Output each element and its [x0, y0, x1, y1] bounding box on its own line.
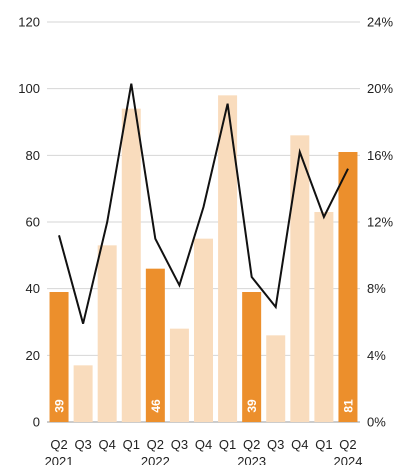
bar [266, 335, 286, 422]
x-year-label: 2022 [141, 454, 170, 465]
y-tick-label-right: 4% [367, 348, 386, 363]
y-tick-label-left: 120 [18, 15, 40, 30]
x-year-label: 2024 [334, 454, 363, 465]
bar-value-label: 39 [53, 399, 67, 413]
x-tick-label: Q1 [315, 437, 332, 452]
bar-value-label: 39 [245, 399, 259, 413]
bar [338, 152, 358, 422]
bar [145, 268, 165, 422]
bar [218, 95, 238, 422]
x-tick-label: Q3 [171, 437, 188, 452]
y-tick-label-right: 8% [367, 281, 386, 296]
x-year-label: 2021 [45, 454, 74, 465]
y-tick-label-left: 0 [33, 415, 40, 430]
line-path [58, 83, 349, 324]
x-tick-label: Q4 [291, 437, 308, 452]
bar [194, 238, 213, 422]
y-tick-label-right: 24% [367, 15, 393, 30]
x-tick-label: Q2 [147, 437, 164, 452]
bar-value-label: 81 [341, 399, 355, 413]
y-tick-label-left: 60 [26, 215, 40, 230]
bar [242, 292, 262, 422]
x-tick-label: Q2 [50, 437, 67, 452]
x-tick-label: Q2 [339, 437, 356, 452]
x-axis: Q2 Q3 Q4 Q1 Q2 Q3 Q4 Q1 Q2 Q3 Q4 Q1 Q2 2021 2022 2023 20… [45, 437, 363, 465]
y-tick-label-left: 80 [26, 148, 40, 163]
x-year-label: 2023 [237, 454, 266, 465]
bar [97, 245, 117, 422]
x-tick-label: Q4 [195, 437, 212, 452]
y-tick-label-right: 16% [367, 148, 393, 163]
y-tick-label-left: 100 [18, 81, 40, 96]
bar [290, 135, 310, 423]
y-axis-left: 0 20 40 60 80 100 120 [18, 15, 40, 430]
x-tick-label: Q3 [267, 437, 284, 452]
y-tick-label-right: 20% [367, 81, 393, 96]
y-tick-label-right: 0% [367, 415, 386, 430]
y-tick-label-right: 12% [367, 215, 393, 230]
x-tick-label: Q3 [74, 437, 91, 452]
bar-series [49, 95, 358, 423]
bar [314, 212, 334, 422]
bar-value-labels: 39 46 39 81 [53, 399, 356, 413]
line-series [58, 83, 349, 324]
x-tick-label: Q2 [243, 437, 260, 452]
y-axis-right: 0% 4% 8% 12% 16% 20% 24% [367, 15, 393, 430]
bar [49, 292, 69, 422]
x-tick-label: Q1 [219, 437, 236, 452]
y-tick-label-left: 40 [26, 281, 40, 296]
y-tick-label-left: 20 [26, 348, 40, 363]
x-tick-label: Q1 [123, 437, 140, 452]
x-tick-label: Q4 [99, 437, 116, 452]
bar [121, 108, 141, 423]
bar [73, 365, 93, 422]
bar [169, 328, 189, 422]
bar-value-label: 46 [149, 399, 163, 413]
